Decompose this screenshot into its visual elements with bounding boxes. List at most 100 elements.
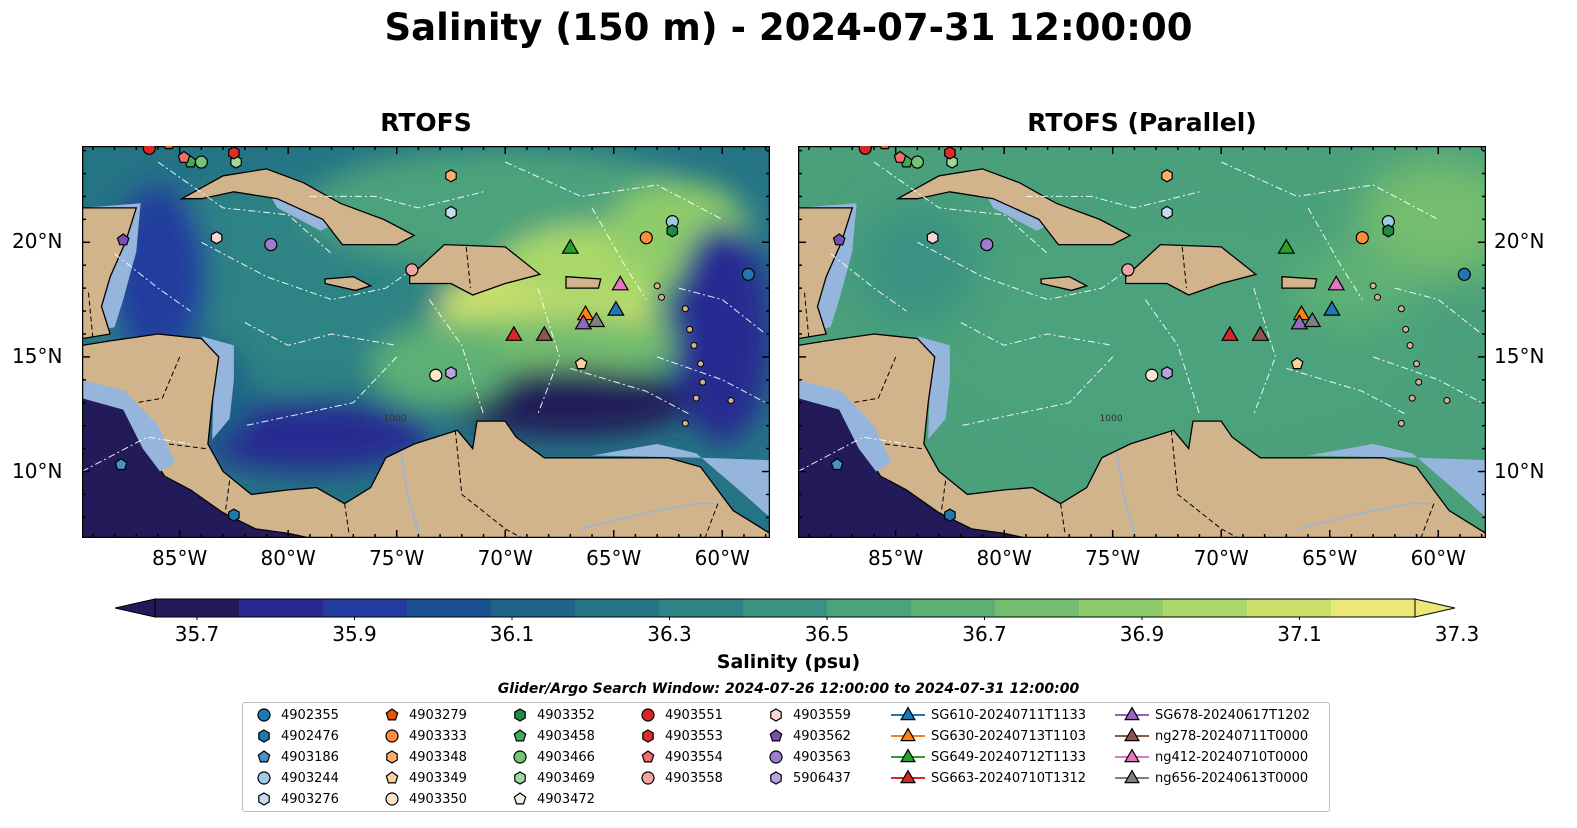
obs-marker-5906437 [445,366,457,380]
triangle-marker-icon [1115,748,1149,763]
obs-marker-4903551 [142,146,156,155]
lon-tick-label: 65°W [1302,546,1358,570]
obs-marker-4902355 [741,267,755,281]
legend-entry: 5906437 [765,768,851,788]
obs-marker-4903562 [116,233,130,246]
lon-tick-label: 80°W [260,546,316,570]
obs-marker-sg663-20240710t1312 [1221,325,1239,341]
obs-marker-4903554 [177,150,191,163]
obs-marker-4903333 [639,231,653,245]
colorbar-swatch [827,599,912,617]
obs-marker-5906437 [1161,366,1173,380]
obs-marker-4903554 [893,150,907,163]
lon-tick-label: 75°W [369,546,425,570]
hexagon-marker-icon [770,708,782,722]
legend-label: 4903558 [665,770,723,786]
obs-marker-4903279 [163,146,174,150]
legend-label: 4903458 [537,728,595,744]
obs-marker-sg610-20240711t1133 [1323,300,1341,316]
obs-marker-sg610-20240711t1133 [607,300,625,316]
circle-marker-icon [641,771,655,785]
obs-marker-4903466 [194,155,208,169]
legend-label: 4903244 [281,770,339,786]
colorbar-swatch [995,599,1080,617]
legend-entry: 4903563 [765,747,851,767]
hexagon-marker-icon [386,750,398,764]
lat-tick-label: 10°N [12,458,63,483]
legend-entry: 4903469 [509,768,595,788]
legend-label: 4903350 [409,791,467,807]
colorbar-swatch [323,599,408,617]
obs-marker-4903279 [879,146,890,150]
triangle-marker-icon [891,706,925,721]
obs-marker-4903558 [1121,263,1135,277]
lat-tick-label: 15°N [1494,343,1545,368]
obs-marker-4903559 [926,231,939,245]
lon-tick-label: 85°W [868,546,924,570]
legend-label: ng278-20240711T0000 [1155,728,1309,744]
legend-entry: ng656-20240613T0000 [1115,768,1308,788]
obs-marker-sg649-20240712t1133 [1277,238,1296,254]
obs-marker-4903349 [574,357,588,370]
legend-label: 4902476 [281,728,339,744]
legend-entry: 4903558 [637,768,723,788]
legend-entry: 4903279 [381,705,467,725]
legend-entry: SG630-20240713T1103 [891,726,1086,746]
colorbar-swatch [743,599,828,617]
circle-marker-icon [385,792,399,806]
legend-entry: SG649-20240712T1133 [891,747,1086,767]
panel-title-left: RTOFS [380,108,472,137]
colorbar-tick-label: 36.3 [647,622,692,646]
legend-label: 4903349 [409,770,467,786]
colorbar-tick-label: 36.5 [804,622,850,646]
colorbar-swatch [1247,599,1332,617]
lon-tick-label: 85°W [152,546,208,570]
obs-marker-4903349 [1290,357,1304,370]
legend-label: 4903469 [537,770,595,786]
legend-entry: 4903276 [253,789,339,809]
obs-marker-4903186 [830,457,844,471]
legend-entry: 4903186 [253,747,339,767]
triangle-marker-icon [1115,727,1149,742]
legend-label: 4903553 [665,728,723,744]
obs-marker-4903348 [445,169,457,183]
obs-marker-4903350 [429,368,443,382]
colorbar-tick-label: 36.1 [489,622,535,646]
obs-marker-4903352 [666,224,679,238]
legend-entry: 4902476 [253,726,339,746]
legend-entry: SG663-20240710T1312 [891,768,1086,788]
lon-tick-label: 70°W [1193,546,1249,570]
legend-label: 4903279 [409,707,467,723]
colorbar [115,598,1455,620]
legend-label: 4903276 [281,791,339,807]
legend-entry: 4903466 [509,747,595,767]
obs-marker-sg649-20240712t1133 [561,238,580,254]
legend-entry: 4903350 [381,789,467,809]
obs-marker-4903352 [1382,224,1395,238]
colorbar-tick-label: 37.1 [1277,622,1322,646]
obs-marker-4903558 [405,263,419,277]
obs-marker-4903553 [944,146,956,160]
legend-label: 4903554 [665,749,723,765]
triangle-marker-icon [891,727,925,742]
circle-marker-icon [257,771,271,785]
legend-entry: ng412-20240710T0000 [1115,747,1308,767]
lat-tick-label: 15°N [12,343,63,368]
legend-label: 4903559 [793,707,851,723]
legend-label: 5906437 [793,770,851,786]
colorbar-swatch [659,599,744,617]
circle-marker-icon [641,708,655,722]
legend-label: 4902355 [281,707,339,723]
legend-label: SG663-20240710T1312 [931,770,1087,786]
obs-marker-4903562 [832,233,846,246]
legend-label: 4903563 [793,749,851,765]
obs-marker-4903333 [1355,231,1369,245]
colorbar-swatch [575,599,660,617]
obs-marker-sg678-20240617t1202 [1290,314,1309,330]
obs-marker-4903186 [114,457,128,471]
legend-entry: ng278-20240711T0000 [1115,726,1308,746]
colorbar-tick-label: 36.7 [962,622,1007,646]
obs-marker-ng278-20240711t0000 [535,325,554,341]
triangle-marker-icon [1115,769,1149,784]
colorbar-swatch [911,599,996,617]
